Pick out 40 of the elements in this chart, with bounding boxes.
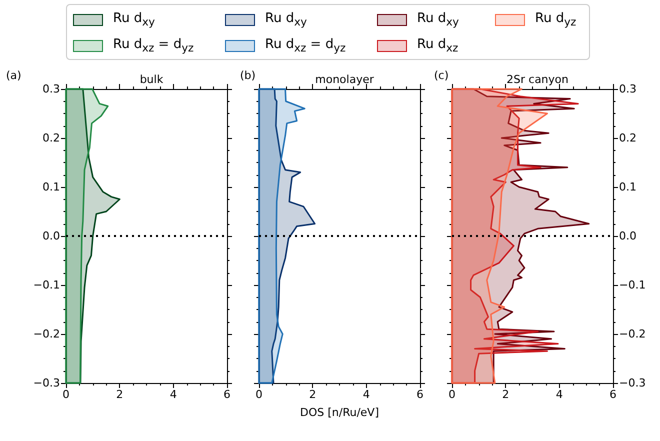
chart-title: 2Sr canyon xyxy=(506,73,569,86)
x-axis-title: DOS [n/Ru/eV] xyxy=(300,406,379,419)
x-tick-label: 6 xyxy=(610,388,616,401)
y-tick-label: −0.2 xyxy=(619,328,646,340)
y-tick-label: 0.0 xyxy=(42,230,60,242)
legend-label: Ru d$_{xz}$ = d$_{yz}$ xyxy=(113,37,194,55)
y-tick-label: −0.1 xyxy=(33,278,60,292)
y-tick-label: 0.0 xyxy=(619,230,636,242)
x-tick-label: 2 xyxy=(502,388,510,401)
x-tick-label: 2 xyxy=(116,388,124,401)
y-tick-label: 0.1 xyxy=(42,180,60,194)
legend-label: Ru d$_{xz}$ xyxy=(417,37,458,55)
chart-title: bulk xyxy=(140,73,164,86)
legend-label: Ru d$_{xy}$ xyxy=(265,11,307,29)
legend-label: Ru d$_{xz}$ = d$_{yz}$ xyxy=(265,37,346,55)
text: (c) xyxy=(434,69,449,82)
y-tick-label: 0.3 xyxy=(619,82,636,96)
x-tick-label: 0 xyxy=(62,388,70,401)
y-tick-label: 0.3 xyxy=(42,82,60,96)
y-tick-label: 0.2 xyxy=(42,132,60,144)
legend-label: Ru d$_{yz}$ xyxy=(535,11,576,29)
y-tick-label: −0.3 xyxy=(619,376,646,390)
x-tick-label: 4 xyxy=(362,388,370,401)
x-tick-label: 6 xyxy=(416,388,424,401)
text: (a) xyxy=(6,69,22,82)
legend-label: Ru d$_{xy}$ xyxy=(113,11,155,29)
x-tick-label: 0 xyxy=(256,388,262,401)
x-tick-label: 6 xyxy=(224,388,230,401)
x-tick-label: 4 xyxy=(556,388,563,401)
legend-label: Ru d$_{xy}$ xyxy=(417,11,459,29)
chart-title: monolayer xyxy=(315,73,374,86)
y-tick-label: 0.1 xyxy=(619,180,636,194)
y-tick-label: 0.2 xyxy=(619,132,636,144)
x-tick-label: 4 xyxy=(170,388,177,401)
x-tick-label: 2 xyxy=(309,388,316,401)
text: (b) xyxy=(240,69,256,82)
y-tick-label: −0.3 xyxy=(33,376,60,390)
y-tick-label: −0.2 xyxy=(33,328,60,340)
y-tick-label: −0.1 xyxy=(619,278,646,292)
x-tick-label: 0 xyxy=(448,388,456,401)
